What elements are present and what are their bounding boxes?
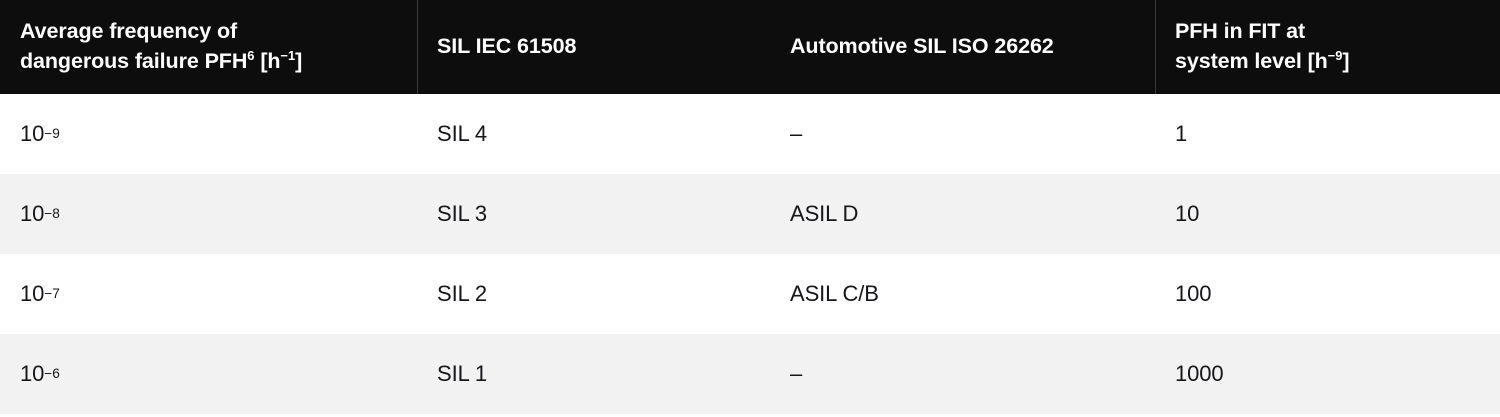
cell-pfh-base: 10 (20, 281, 45, 306)
cell-sil-iec: SIL 4 (437, 121, 488, 146)
cell-pfh: 10 −7 (20, 281, 60, 306)
column-header-pfh-unit-open: [h (254, 49, 281, 73)
cell-fit: 1 (1175, 121, 1188, 146)
cell-sil-iec: SIL 3 (437, 201, 488, 226)
header-column-divider-1 (417, 0, 418, 94)
cell-automotive-sil: – (790, 121, 803, 146)
column-header-sil-iec: SIL IEC 61508 (437, 0, 787, 94)
column-header-fit-unit-exponent: −9 (1327, 47, 1343, 63)
cell-automotive-sil: ASIL D (790, 201, 859, 226)
cell-pfh-base: 10 (20, 201, 45, 226)
column-header-automotive-sil-label: Automotive SIL ISO 26262 (790, 34, 1054, 59)
table-row: 10 −9 SIL 4 – 1 (0, 94, 1500, 174)
cell-fit: 100 (1175, 281, 1212, 306)
table-row: 10 −6 SIL 1 – 1000 (0, 334, 1500, 414)
table-body: 10 −9 SIL 4 – 1 10 −8 SIL 3 ASIL D 10 10 −7… (0, 94, 1500, 414)
cell-automotive-sil: – (790, 361, 803, 386)
column-header-fit: PFH in FIT at system level [h−9] (1175, 0, 1485, 94)
cell-pfh-base: 10 (20, 361, 45, 386)
column-header-pfh-line2: dangerous failure PFH6 [h−1] (20, 47, 402, 77)
column-header-fit-line2: system level [h−9] (1175, 47, 1471, 77)
cell-automotive-sil: ASIL C/B (790, 281, 879, 306)
column-header-pfh-unit-exponent: −1 (280, 47, 296, 63)
cell-sil-iec: SIL 2 (437, 281, 488, 306)
column-header-fit-line2-text: system level [h (1175, 49, 1328, 73)
table-header-row: Average frequency of dangerous failure P… (0, 0, 1500, 94)
column-header-pfh-line1: Average frequency of (20, 19, 238, 44)
header-column-divider-2 (1155, 0, 1156, 94)
column-header-sil-iec-label: SIL IEC 61508 (437, 34, 577, 59)
cell-fit: 1000 (1175, 361, 1224, 386)
column-header-pfh-unit-close: ] (295, 49, 303, 73)
column-header-automotive-sil: Automotive SIL ISO 26262 (790, 0, 1152, 94)
column-header-pfh-line2-text: dangerous failure PFH (20, 49, 248, 73)
column-header-pfh: Average frequency of dangerous failure P… (20, 0, 416, 94)
cell-pfh: 10 −9 (20, 121, 60, 146)
cell-sil-iec: SIL 1 (437, 361, 488, 386)
cell-pfh-base: 10 (20, 121, 45, 146)
cell-pfh: 10 −8 (20, 201, 60, 226)
cell-pfh: 10 −6 (20, 361, 60, 386)
column-header-pfh-superscript: 6 (247, 47, 255, 63)
column-header-fit-unit-close: ] (1342, 49, 1350, 73)
table-row: 10 −8 SIL 3 ASIL D 10 (0, 174, 1500, 254)
table-row: 10 −7 SIL 2 ASIL C/B 100 (0, 254, 1500, 334)
cell-fit: 10 (1175, 201, 1200, 226)
column-header-fit-line1: PFH in FIT at (1175, 19, 1306, 44)
